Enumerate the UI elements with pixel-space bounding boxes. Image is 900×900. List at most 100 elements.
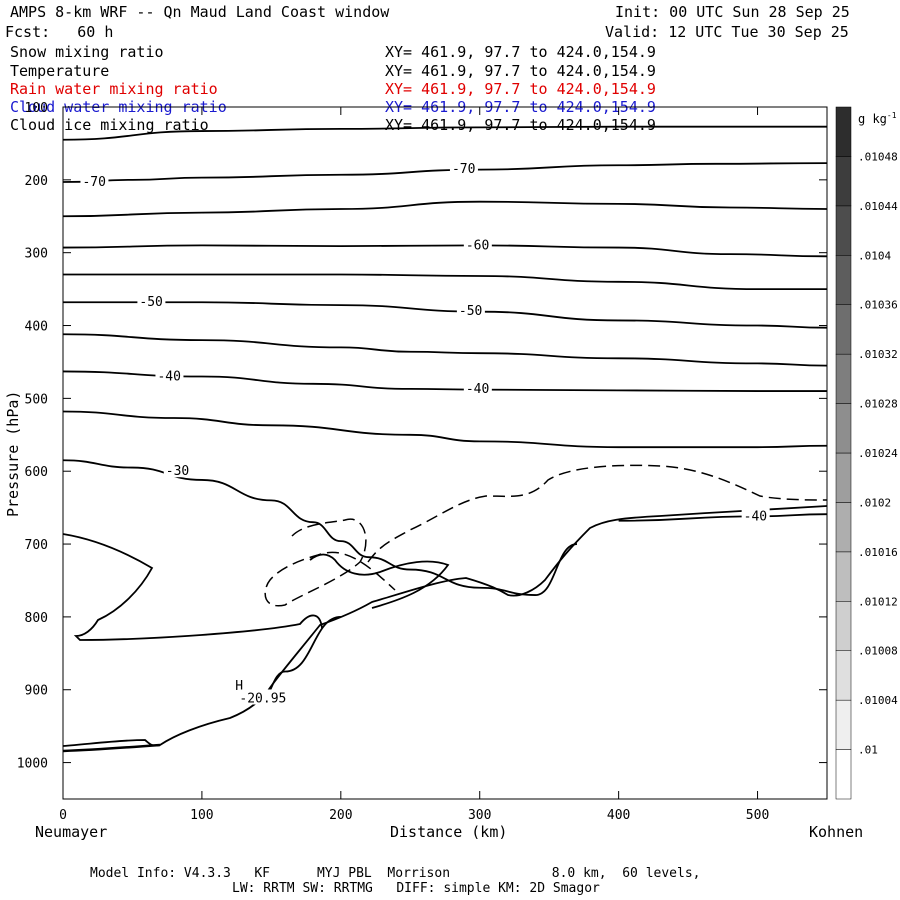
y-tick-label: 700 [25, 538, 48, 553]
x-left-label: Neumayer [35, 823, 108, 841]
contour-label: -70 [82, 175, 105, 190]
legend-rain-xy: XY= 461.9, 97.7 to 424.0,154.9 [385, 80, 656, 98]
y-tick-label: 100 [25, 101, 48, 116]
y-tick-label: 800 [25, 611, 48, 626]
x-axis-label: Distance (km) [390, 823, 508, 841]
contour-label-bg [80, 173, 109, 189]
legend-rain-label: Rain water mixing ratio [10, 80, 218, 98]
contour-label-bg [155, 367, 184, 383]
axis-ticks: 0 100 200 300 400 500 100 200 300 400 500 600 700 800… [17, 101, 827, 823]
colorbar-label: .0102 [858, 496, 891, 509]
contour-label-bg [456, 301, 485, 317]
contour-label-bg [741, 507, 770, 523]
y-tick-label: 600 [25, 465, 48, 480]
dashed-contour-small [264, 518, 396, 607]
contour-label: -30 [166, 464, 189, 479]
contour-labels: -70 -70 -60 -50 -50 -40 -40 -30 -40 H-20.95 [80, 159, 770, 706]
contour-label-bg [449, 159, 478, 175]
y-axis-label: Pressure (hPa) [4, 390, 22, 517]
closed-contour-left [62, 533, 323, 641]
contour-label: -70 [452, 162, 475, 177]
colorbar-unit: g kg-1 [858, 108, 897, 127]
contour-line [63, 301, 828, 329]
x-tick-label: 100 [190, 808, 213, 823]
y-tick-label: 1000 [17, 757, 48, 772]
colorbar-segment [835, 452, 852, 503]
x-tick-label: 200 [329, 808, 352, 823]
colorbar-label: .01008 [858, 645, 898, 658]
legend-temperature-xy: XY= 461.9, 97.7 to 424.0,154.9 [385, 62, 656, 80]
legend-cloud-ice-label: Cloud ice mixing ratio [10, 116, 209, 134]
surface-base [62, 743, 161, 753]
contour-line [62, 410, 828, 449]
contour-label: H [235, 679, 243, 694]
colorbar-segment [835, 601, 852, 651]
y-tick-label: 900 [25, 684, 48, 699]
colorbar-segment [835, 403, 852, 454]
colorbar-label: .01048 [858, 150, 898, 163]
x-tick-label: 0 [59, 808, 67, 823]
colorbar-label: .01004 [858, 694, 898, 707]
contour-label: -40 [466, 382, 489, 397]
y-tick-label: 300 [25, 247, 48, 262]
contour-line [63, 273, 828, 291]
contour-line [62, 333, 828, 367]
y-tick-label: 200 [25, 174, 48, 189]
contour-line [62, 200, 828, 218]
temperature-contours [62, 125, 828, 705]
colorbar-unit-exp: -1 [886, 111, 897, 120]
model-physics: LW: RRTM SW: RRTMG DIFF: simple KM: 2D S… [232, 881, 600, 896]
colorbar-segment [835, 650, 852, 701]
contour-label-bg [463, 236, 492, 252]
valid-time: Valid: 12 UTC Tue 30 Sep 25 [605, 23, 849, 41]
closed-contours [62, 505, 828, 753]
colorbar-segment [835, 255, 852, 305]
mixing-ratio-contours [264, 464, 828, 607]
contour-label-bg [137, 293, 166, 309]
y-tick-label: 500 [25, 392, 48, 407]
init-time: Init: 00 UTC Sun 28 Sep 25 [615, 3, 850, 21]
model-info: Model Info: V4.3.3 KF MYJ PBL Morrison 8… [90, 866, 701, 881]
colorbar-segment [835, 502, 852, 553]
contour-label: -50 [459, 304, 482, 319]
colorbar-label: .01028 [858, 398, 898, 411]
contour-line [62, 162, 828, 183]
colorbar-label: .01036 [858, 299, 898, 312]
colorbar-segment [835, 205, 852, 256]
x-tick-label: 400 [607, 808, 630, 823]
colorbar-label: .01012 [858, 595, 898, 608]
x-tick-label: 300 [468, 808, 491, 823]
contour-line [62, 125, 827, 141]
plot-frame [62, 106, 828, 800]
colorbar-unit-main: g kg [858, 112, 887, 126]
contour-label: -50 [139, 295, 162, 310]
dashed-contour-large [367, 464, 828, 563]
colorbar: .01 .01004 .01008 .01012 .01016 .0102 .01024 .0… [835, 106, 898, 800]
legend-snow-label: Snow mixing ratio [10, 43, 164, 61]
surface-contour [62, 505, 828, 747]
x-tick-label: 500 [746, 808, 769, 823]
colorbar-segment [835, 749, 852, 800]
legend-temperature-label: Temperature [10, 62, 110, 80]
contour-line [62, 459, 578, 596]
contour-label: -60 [466, 238, 489, 253]
colorbar-segment [835, 699, 852, 750]
legend-snow-xy: XY= 461.9, 97.7 to 424.0,154.9 [385, 43, 656, 61]
colorbar-label: .01032 [858, 348, 898, 361]
colorbar-segment [835, 106, 852, 157]
colorbar-segment [835, 156, 852, 207]
colorbar-segment [835, 304, 852, 355]
colorbar-segment [835, 551, 852, 602]
contour-label: -40 [157, 370, 180, 385]
contour-label: -40 [744, 509, 767, 524]
colorbar-label: .01 [858, 744, 878, 757]
colorbar-label: .01044 [858, 200, 898, 213]
y-tick-label: 400 [25, 320, 48, 335]
forecast-hour: Fcst: 60 h [5, 23, 114, 41]
contour-line [62, 370, 827, 392]
contour-label-bg [237, 689, 290, 705]
colorbar-label: .01024 [858, 447, 898, 460]
contour-label-bg [163, 462, 192, 478]
contour-label: -20.95 [239, 691, 286, 706]
